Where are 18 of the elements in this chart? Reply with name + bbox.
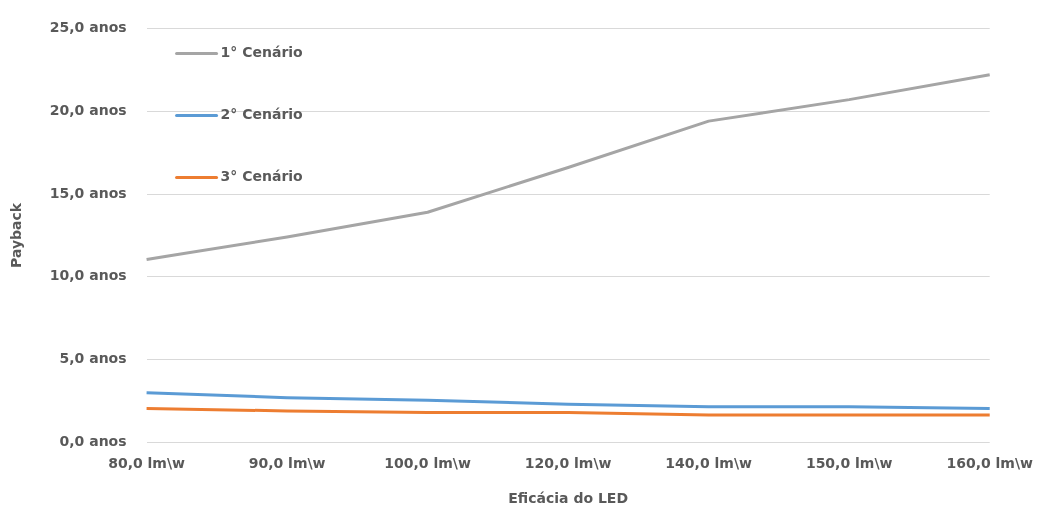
y-tick-label: 10,0 anos — [49, 267, 127, 284]
y-tick-label: 5,0 anos — [59, 350, 127, 367]
x-tick-label: 160,0 lm\w — [946, 455, 1034, 472]
y-tick-label: 15,0 anos — [49, 184, 127, 201]
y-axis-title: Payback — [8, 202, 25, 268]
legend-label: 2° Cenário — [220, 106, 304, 123]
x-tick-label: 120,0 lm\w — [524, 455, 612, 472]
x-tick-label: 100,0 lm\w — [384, 455, 471, 472]
legend-label: 1° Cenário — [220, 44, 304, 61]
y-tick-label: 25,0 anos — [49, 19, 127, 36]
x-axis-title: Eficácia do LED — [508, 490, 629, 507]
y-tick-label: 0,0 anos — [59, 433, 127, 450]
y-tick-label: 20,0 anos — [49, 101, 127, 118]
legend-label: 3° Cenário — [220, 168, 304, 185]
x-tick-label: 90,0 lm\w — [248, 455, 326, 472]
x-tick-label: 150,0 lm\w — [805, 455, 893, 472]
x-tick-label: 80,0 lm\w — [108, 455, 186, 472]
x-tick-label: 140,0 lm\w — [665, 455, 753, 472]
